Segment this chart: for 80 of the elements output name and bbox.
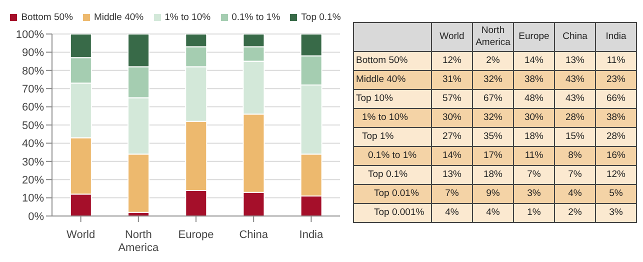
y-tick-label: 80% bbox=[22, 65, 44, 78]
y-tick-label: 90% bbox=[22, 47, 44, 60]
text: 57% bbox=[442, 93, 462, 104]
text: 2% bbox=[568, 207, 582, 218]
y-tick-label: 50% bbox=[22, 120, 44, 132]
legend-label: Bottom 50% bbox=[21, 12, 73, 23]
y-tick-label: 20% bbox=[22, 174, 44, 187]
text: 3% bbox=[527, 188, 541, 199]
y-tick-label: 10% bbox=[22, 192, 44, 205]
text: 38% bbox=[606, 112, 626, 123]
x-tick-label: China bbox=[239, 229, 269, 241]
category-label: China bbox=[554, 22, 596, 52]
text: 32% bbox=[483, 74, 502, 85]
category-label: Top 0.001% bbox=[374, 207, 424, 218]
text: 38% bbox=[524, 74, 544, 85]
x-tick-label: Europe bbox=[178, 229, 214, 241]
text: 8% bbox=[568, 150, 582, 161]
category-label: 0.1% to 1% bbox=[368, 150, 417, 161]
y-tick-label: 70% bbox=[22, 84, 44, 96]
text: 13% bbox=[442, 169, 462, 180]
text: 7% bbox=[568, 169, 582, 180]
category-label: Europe bbox=[514, 22, 554, 52]
text: 27% bbox=[442, 131, 462, 142]
text: 31% bbox=[442, 74, 462, 85]
text: 43% bbox=[565, 74, 584, 85]
text: 2% bbox=[486, 55, 500, 66]
text: 67% bbox=[483, 93, 502, 104]
y-tick-label: 30% bbox=[22, 156, 44, 168]
legend-label: 0.1% to 1% bbox=[232, 12, 280, 23]
category-label: World bbox=[432, 22, 472, 52]
text: 4% bbox=[445, 207, 459, 218]
category-label: Middle 40% bbox=[356, 74, 406, 85]
category-label: India bbox=[596, 22, 636, 52]
text: 14% bbox=[442, 150, 462, 161]
y-tick-label: 0% bbox=[28, 210, 44, 223]
text: 14% bbox=[524, 55, 544, 66]
text: 18% bbox=[483, 169, 502, 180]
text: 3% bbox=[609, 207, 623, 218]
y-tick-label: 60% bbox=[22, 102, 44, 114]
text: 18% bbox=[524, 131, 544, 142]
x-tick-label: India bbox=[299, 229, 324, 241]
text: 23% bbox=[606, 74, 626, 85]
text: 7% bbox=[445, 188, 459, 199]
text: 15% bbox=[565, 131, 584, 142]
category-label: Bottom 50% bbox=[356, 55, 408, 66]
category-label: Top 0.01% bbox=[374, 188, 419, 199]
text: 35% bbox=[483, 131, 502, 142]
category-label: Top 0.1% bbox=[368, 169, 408, 180]
y-tick-label: 40% bbox=[22, 138, 44, 150]
text: 48% bbox=[524, 93, 544, 104]
text: 5% bbox=[609, 188, 623, 199]
text: 11% bbox=[524, 150, 544, 161]
text: 30% bbox=[524, 112, 544, 123]
text: 28% bbox=[565, 112, 584, 123]
text: 4% bbox=[568, 188, 582, 199]
category-label: North America bbox=[472, 22, 514, 52]
text: 7% bbox=[527, 169, 541, 180]
text: 13% bbox=[565, 55, 584, 66]
text: 43% bbox=[565, 93, 584, 104]
text: 17% bbox=[483, 150, 502, 161]
category-label: Top 1% bbox=[362, 131, 394, 142]
legend-label: 1% to 10% bbox=[164, 12, 211, 23]
x-tick-label: North America bbox=[118, 229, 160, 254]
legend-label: Middle 40% bbox=[94, 12, 144, 23]
x-tick-label: World bbox=[66, 229, 96, 241]
text: 9% bbox=[486, 188, 500, 199]
legend-label: Top 0.1% bbox=[301, 12, 341, 23]
text: 28% bbox=[606, 131, 626, 142]
text: 32% bbox=[483, 112, 502, 123]
text: 30% bbox=[442, 112, 462, 123]
text: 66% bbox=[606, 93, 626, 104]
category-label: 1% to 10% bbox=[362, 112, 408, 123]
text: 12% bbox=[442, 55, 462, 66]
text: 11% bbox=[606, 55, 626, 66]
y-tick-label: 100% bbox=[16, 28, 44, 41]
text: 16% bbox=[606, 150, 626, 161]
text: 4% bbox=[486, 207, 500, 218]
text: 1% bbox=[527, 207, 541, 218]
category-label: Top 10% bbox=[356, 93, 393, 104]
text: 12% bbox=[606, 169, 626, 180]
